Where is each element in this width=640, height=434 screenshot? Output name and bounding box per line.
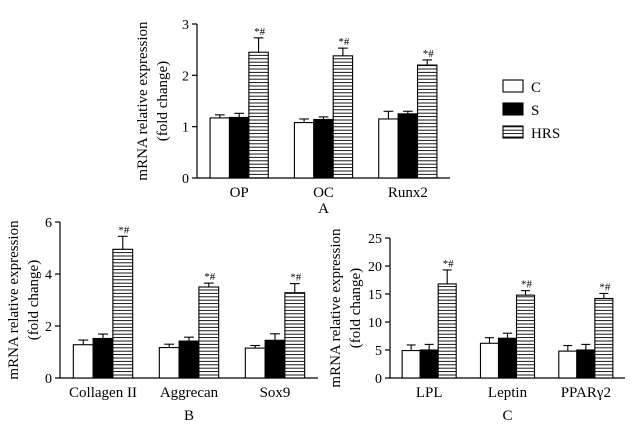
- x-tick-label: PPARγ2: [561, 385, 611, 401]
- x-tick-label: Collagen II: [69, 385, 137, 401]
- significance-mark: *#: [521, 279, 533, 291]
- bar-s: [313, 118, 334, 179]
- y-tick-label: 15: [368, 288, 382, 303]
- y-tick-label: 4: [45, 268, 52, 283]
- y-tick-label: 2: [182, 69, 189, 84]
- x-tick-label: OP: [230, 185, 249, 201]
- y-axis-label: mRNA relative expression: [135, 21, 151, 181]
- bar-s: [419, 349, 439, 379]
- bar-s: [264, 339, 286, 379]
- significance-mark: *#: [423, 48, 435, 60]
- y-tick-label: 0: [375, 372, 382, 387]
- significance-mark: *#: [599, 281, 611, 293]
- significance-mark: *#: [254, 26, 266, 38]
- x-tick-label: LPL: [416, 385, 443, 401]
- y-axis-label: (fold change): [348, 268, 364, 348]
- bar-c: [209, 117, 231, 179]
- legend-swatch-c: [502, 79, 524, 93]
- y-axis-label: (fold change): [155, 61, 171, 141]
- panel-label: C: [502, 408, 512, 424]
- chart-panel-b: 0 2 4 6 mRNA relative expression (fold change…: [6, 216, 318, 424]
- y-tick-label: 0: [182, 172, 189, 187]
- bar-c: [72, 344, 94, 379]
- y-tick-label: 10: [368, 316, 382, 331]
- y-tick-label: 1: [182, 121, 189, 136]
- x-tick-label: Leptin: [488, 385, 528, 401]
- bar-hrs: [594, 297, 614, 379]
- legend: CS HRS: [502, 79, 560, 142]
- bar-c: [158, 347, 180, 379]
- bar-c: [401, 350, 421, 379]
- y-tick-label: 0: [45, 372, 52, 387]
- bar-hrs: [284, 292, 306, 379]
- y-tick-label: 25: [368, 232, 382, 247]
- legend-swatch-s: [502, 102, 524, 116]
- significance-mark: *#: [118, 224, 130, 236]
- bar-c: [293, 122, 315, 179]
- legend-label: HRS: [531, 126, 560, 142]
- x-tick-label: Sox9: [260, 385, 291, 401]
- y-axis-label: mRNA relative expression: [328, 228, 344, 388]
- y-tick-label: 3: [182, 18, 189, 33]
- bar-hrs: [437, 283, 457, 379]
- y-tick-label: 2: [45, 320, 52, 335]
- significance-mark: *#: [338, 36, 350, 48]
- bar-hrs: [332, 55, 354, 179]
- bar-s: [497, 337, 518, 379]
- bar-c: [378, 118, 399, 179]
- legend-swatch-hrs: [502, 125, 524, 139]
- bar-c: [558, 350, 578, 379]
- y-axis-label: (fold change): [26, 260, 42, 340]
- bar-hrs: [416, 64, 438, 179]
- significance-mark: *#: [204, 271, 216, 283]
- x-tick-label: Aggrecan: [160, 385, 219, 401]
- significance-mark: *#: [290, 272, 302, 284]
- bar-hrs: [515, 294, 536, 379]
- significance-mark: *#: [443, 258, 455, 270]
- bar-c: [244, 347, 266, 379]
- bar-hrs: [112, 248, 134, 379]
- y-tick-label: 6: [45, 216, 52, 231]
- chart-panel-a: 0 1 2 3 mRNA relative expression (fold change…: [135, 18, 450, 217]
- bar-hrs: [248, 51, 269, 179]
- bar-hrs: [198, 286, 220, 379]
- bar-s: [92, 337, 114, 379]
- legend-label: C: [531, 80, 541, 96]
- bar-s: [397, 113, 419, 179]
- bar-s: [228, 116, 250, 179]
- bar-s: [576, 349, 596, 379]
- bar-c: [479, 342, 500, 379]
- y-tick-label: 5: [375, 344, 382, 359]
- x-tick-label: Runx2: [388, 185, 428, 201]
- panel-label: B: [184, 408, 194, 424]
- y-tick-label: 20: [368, 260, 382, 275]
- legend-label: S: [531, 103, 539, 119]
- chart-panel-c: 0 5 10 15 20 25 mRNA relative expression (fold …: [328, 228, 625, 424]
- panel-label: A: [318, 201, 329, 217]
- bar-s: [178, 340, 200, 379]
- y-axis-label: mRNA relative expression: [6, 220, 22, 380]
- x-tick-label: OC: [313, 185, 334, 201]
